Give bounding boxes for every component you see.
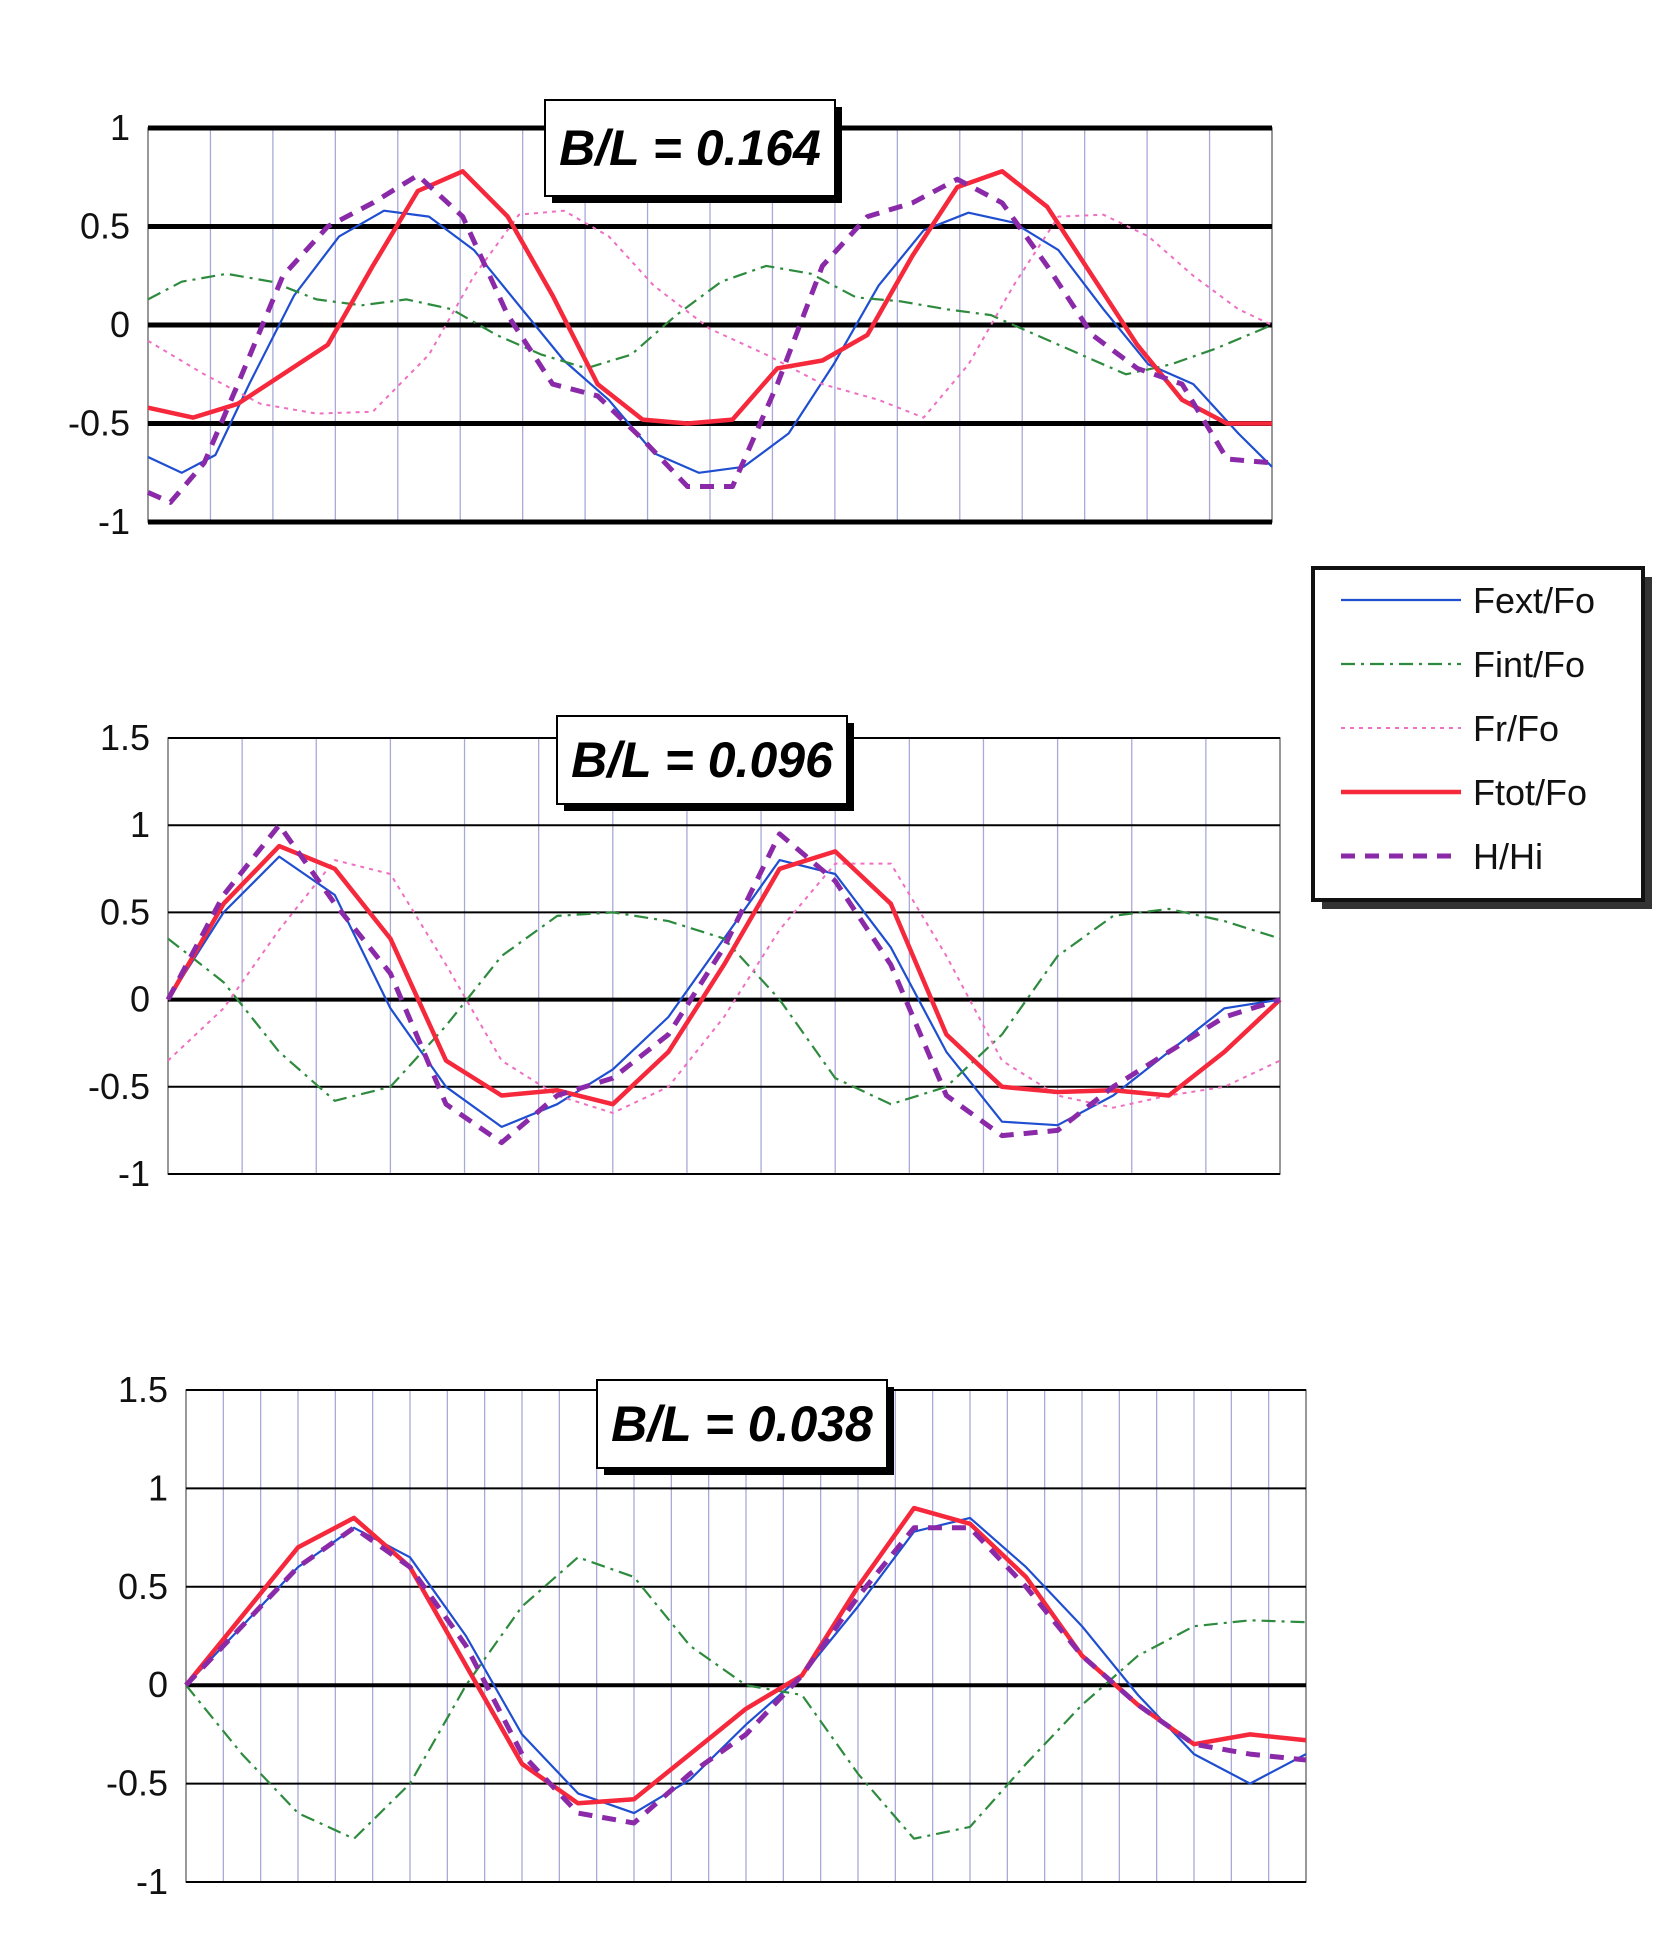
y-tick-label: -1: [98, 501, 130, 542]
title-box: [544, 99, 836, 197]
title-box: [556, 715, 848, 805]
y-tick-label: 0.5: [118, 1566, 168, 1607]
y-tick-label: 0.5: [100, 891, 150, 932]
legend-label: Fext/Fo: [1473, 580, 1595, 621]
title-box: [596, 1379, 888, 1469]
legend-label: Fint/Fo: [1473, 644, 1585, 685]
y-tick-label: -1: [118, 1153, 150, 1194]
series-line-h-hi: [146, 172, 1273, 505]
y-tick-label: 1.5: [100, 717, 150, 758]
series-line-ftot-fo: [166, 843, 1282, 1107]
chart-title: B/L = 0.038: [611, 1396, 873, 1452]
legend-label: H/Hi: [1473, 836, 1543, 877]
y-tick-label: 0: [148, 1664, 168, 1705]
series-line-fr-fo: [147, 209, 1273, 419]
series-line-fext-fo: [147, 209, 1273, 474]
y-tick-label: 1: [130, 804, 150, 845]
legend-label: Ftot/Fo: [1473, 772, 1587, 813]
series-line-fext-fo: [185, 1516, 1307, 1815]
y-tick-label: -0.5: [106, 1763, 168, 1804]
series-line-h-hi: [165, 822, 1281, 1146]
chart-title: B/L = 0.096: [571, 732, 834, 788]
y-tick-label: 0.5: [80, 206, 130, 247]
y-tick-label: 0: [110, 304, 130, 345]
series-line-ftot-fo: [184, 1505, 1307, 1806]
series-line-fint-fo: [147, 264, 1273, 376]
chart-title: B/L = 0.164: [559, 120, 821, 176]
series-line-h-hi: [184, 1525, 1307, 1826]
y-tick-label: 1.5: [118, 1369, 168, 1410]
y-tick-label: -0.5: [88, 1066, 150, 1107]
legend: Fext/Fo Fint/Fo Fr/Fo Ftot/Fo H/Hi: [1311, 566, 1652, 909]
legend-box: [1311, 566, 1645, 902]
chart-b-l-0-038: 1.5 1 0.5 0 -0.5 -1 B/L = 0.038: [106, 1369, 1307, 1902]
y-tick-label: 1: [110, 107, 130, 148]
y-tick-label: -1: [136, 1861, 168, 1902]
chart-b-l-0-164: 1 0.5 0 -0.5 -1 B/L = 0.164: [68, 99, 1273, 542]
y-tick-label: 0: [130, 979, 150, 1020]
series-line-fint-fo: [167, 907, 1281, 1106]
y-tick-label: 1: [148, 1467, 168, 1508]
y-tick-label: -0.5: [68, 403, 130, 444]
legend-label: Fr/Fo: [1473, 708, 1559, 749]
series-line-ftot-fo: [147, 169, 1272, 426]
chart-b-l-0-096: 1.5 1 0.5 0 -0.5 -1 B/L = 0.096: [88, 715, 1282, 1194]
